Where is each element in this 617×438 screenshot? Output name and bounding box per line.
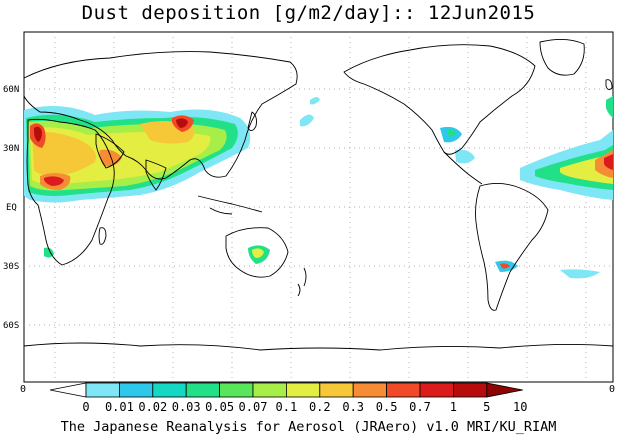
colorbar-bin xyxy=(85,382,120,398)
colorbar-right-edge-label: 0 xyxy=(609,384,615,395)
graticule xyxy=(24,32,613,382)
colorbar-tick-label: 0.03 xyxy=(172,400,201,414)
colorbar-bin xyxy=(252,382,287,398)
eurasia-outline xyxy=(23,51,298,180)
japan-outline xyxy=(247,111,257,131)
new-zealand-outline xyxy=(297,267,307,297)
dust-field-americas xyxy=(440,126,600,279)
lat-label-60n: 60N xyxy=(3,85,19,95)
coastlines xyxy=(23,39,614,351)
arabia-outline xyxy=(95,133,125,169)
greenland-outline xyxy=(539,39,585,76)
colorbar-tick-label: 1 xyxy=(450,400,457,414)
south-america-outline xyxy=(475,183,549,311)
lat-label-30n: 30N xyxy=(3,144,19,154)
colorbar-tick-label: 0.07 xyxy=(239,400,268,414)
colorbar-tick-label: 0.1 xyxy=(276,400,298,414)
colorbar-tick-label: 0.5 xyxy=(376,400,398,414)
north-america-outline xyxy=(343,44,536,155)
colorbar-bin xyxy=(185,382,220,398)
colorbar-tick-label: 0.2 xyxy=(309,400,331,414)
colorbar-bin xyxy=(386,382,421,398)
madagascar-outline xyxy=(98,227,107,245)
colorbar-tick-labels: 0 0.01 0.02 0.03 0.05 0.07 0.1 0.2 0.3 0.5 0.7 1 5 10 xyxy=(82,400,527,414)
lat-label-60s: 60S xyxy=(3,321,19,331)
india-outline xyxy=(145,159,167,191)
central-america-outline xyxy=(443,151,483,185)
colorbar-tick-label: 0.02 xyxy=(138,400,167,414)
map-title: Dust deposition [g/m2/day]:: 12Jun2015 xyxy=(81,2,536,24)
colorbar-tick-label: 0.01 xyxy=(105,400,134,414)
colorbar-bin xyxy=(219,382,254,398)
lat-label-eq: EQ xyxy=(6,203,17,213)
colorbar-tick-label: 5 xyxy=(483,400,490,414)
antarctica-outline xyxy=(23,342,614,351)
credit-line: The Japanese Reanalysis for Aerosol (JRA… xyxy=(60,419,557,435)
british-isles-outline xyxy=(605,79,613,91)
dust-field-atlantic xyxy=(520,96,613,200)
colorbar-arrow-low xyxy=(49,382,87,398)
colorbar-bin xyxy=(119,382,154,398)
indonesia-outline xyxy=(197,195,263,215)
colorbar-bin xyxy=(419,382,454,398)
colorbar-bin xyxy=(285,382,321,398)
colorbar-left-edge-label: 0 xyxy=(20,384,26,395)
dust-field-north-africa-asia xyxy=(24,106,251,203)
lat-label-30s: 30S xyxy=(3,262,19,272)
australia-outline xyxy=(225,227,289,278)
colorbar-bin xyxy=(152,382,187,398)
colorbar xyxy=(49,382,523,398)
colorbar-arrow-high xyxy=(486,382,523,398)
colorbar-bin xyxy=(319,382,354,398)
africa-outline xyxy=(26,118,115,266)
colorbar-bin xyxy=(352,382,388,398)
colorbar-tick-label: 0.3 xyxy=(342,400,364,414)
colorbar-bin xyxy=(452,382,488,398)
dust-field-pacific-scatter xyxy=(300,97,320,127)
colorbar-tick-label: 0.7 xyxy=(409,400,431,414)
colorbar-tick-label: 10 xyxy=(513,400,527,414)
colorbar-tick-label: 0.05 xyxy=(205,400,234,414)
colorbar-tick-label: 0 xyxy=(82,400,89,414)
